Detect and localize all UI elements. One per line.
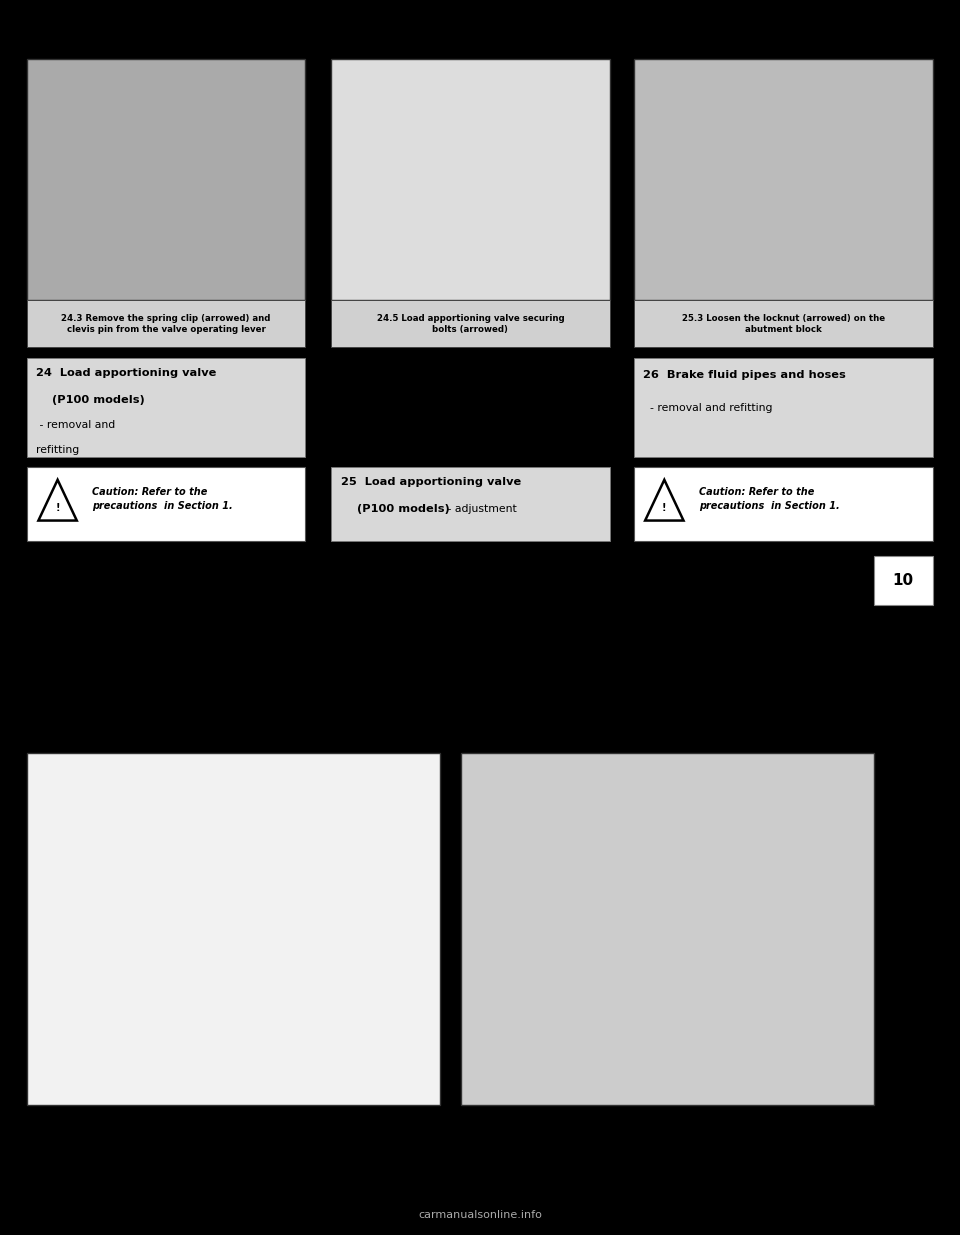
FancyBboxPatch shape: [331, 467, 610, 541]
Polygon shape: [38, 479, 77, 521]
Text: (P100 models): (P100 models): [341, 504, 449, 514]
FancyBboxPatch shape: [634, 358, 933, 457]
FancyBboxPatch shape: [874, 556, 933, 605]
Text: - adjustment: - adjustment: [444, 504, 517, 514]
Text: 24.5 Load apportioning valve securing
bolts (arrowed): 24.5 Load apportioning valve securing bo…: [376, 314, 564, 333]
Text: Caution: Refer to the
precautions  in Section 1.: Caution: Refer to the precautions in Sec…: [699, 488, 840, 510]
FancyBboxPatch shape: [27, 358, 305, 457]
Text: 25  Load apportioning valve: 25 Load apportioning valve: [341, 477, 521, 487]
FancyBboxPatch shape: [27, 467, 305, 541]
Text: !: !: [662, 503, 666, 513]
Text: 10: 10: [893, 573, 914, 588]
FancyBboxPatch shape: [331, 300, 610, 347]
FancyBboxPatch shape: [634, 467, 933, 541]
Text: 25.3 Loosen the locknut (arrowed) on the
abutment block: 25.3 Loosen the locknut (arrowed) on the…: [682, 314, 885, 333]
Text: - removal and: - removal and: [36, 420, 116, 430]
Text: - removal and refitting: - removal and refitting: [643, 403, 773, 412]
Text: (P100 models): (P100 models): [36, 395, 145, 405]
Text: 24  Load apportioning valve: 24 Load apportioning valve: [36, 368, 217, 378]
FancyBboxPatch shape: [634, 59, 933, 300]
Text: !: !: [56, 503, 60, 513]
Text: Caution: Refer to the
precautions  in Section 1.: Caution: Refer to the precautions in Sec…: [92, 488, 233, 510]
FancyBboxPatch shape: [331, 59, 610, 300]
Polygon shape: [645, 479, 684, 521]
Text: 24.3 Remove the spring clip (arrowed) and
clevis pin from the valve operating le: 24.3 Remove the spring clip (arrowed) an…: [61, 314, 271, 333]
Text: 26  Brake fluid pipes and hoses: 26 Brake fluid pipes and hoses: [643, 370, 846, 380]
FancyBboxPatch shape: [27, 753, 440, 1105]
Text: refitting: refitting: [36, 445, 80, 454]
FancyBboxPatch shape: [27, 59, 305, 300]
FancyBboxPatch shape: [461, 753, 874, 1105]
Text: carmanualsonline.info: carmanualsonline.info: [418, 1210, 542, 1220]
FancyBboxPatch shape: [27, 300, 305, 347]
FancyBboxPatch shape: [634, 300, 933, 347]
